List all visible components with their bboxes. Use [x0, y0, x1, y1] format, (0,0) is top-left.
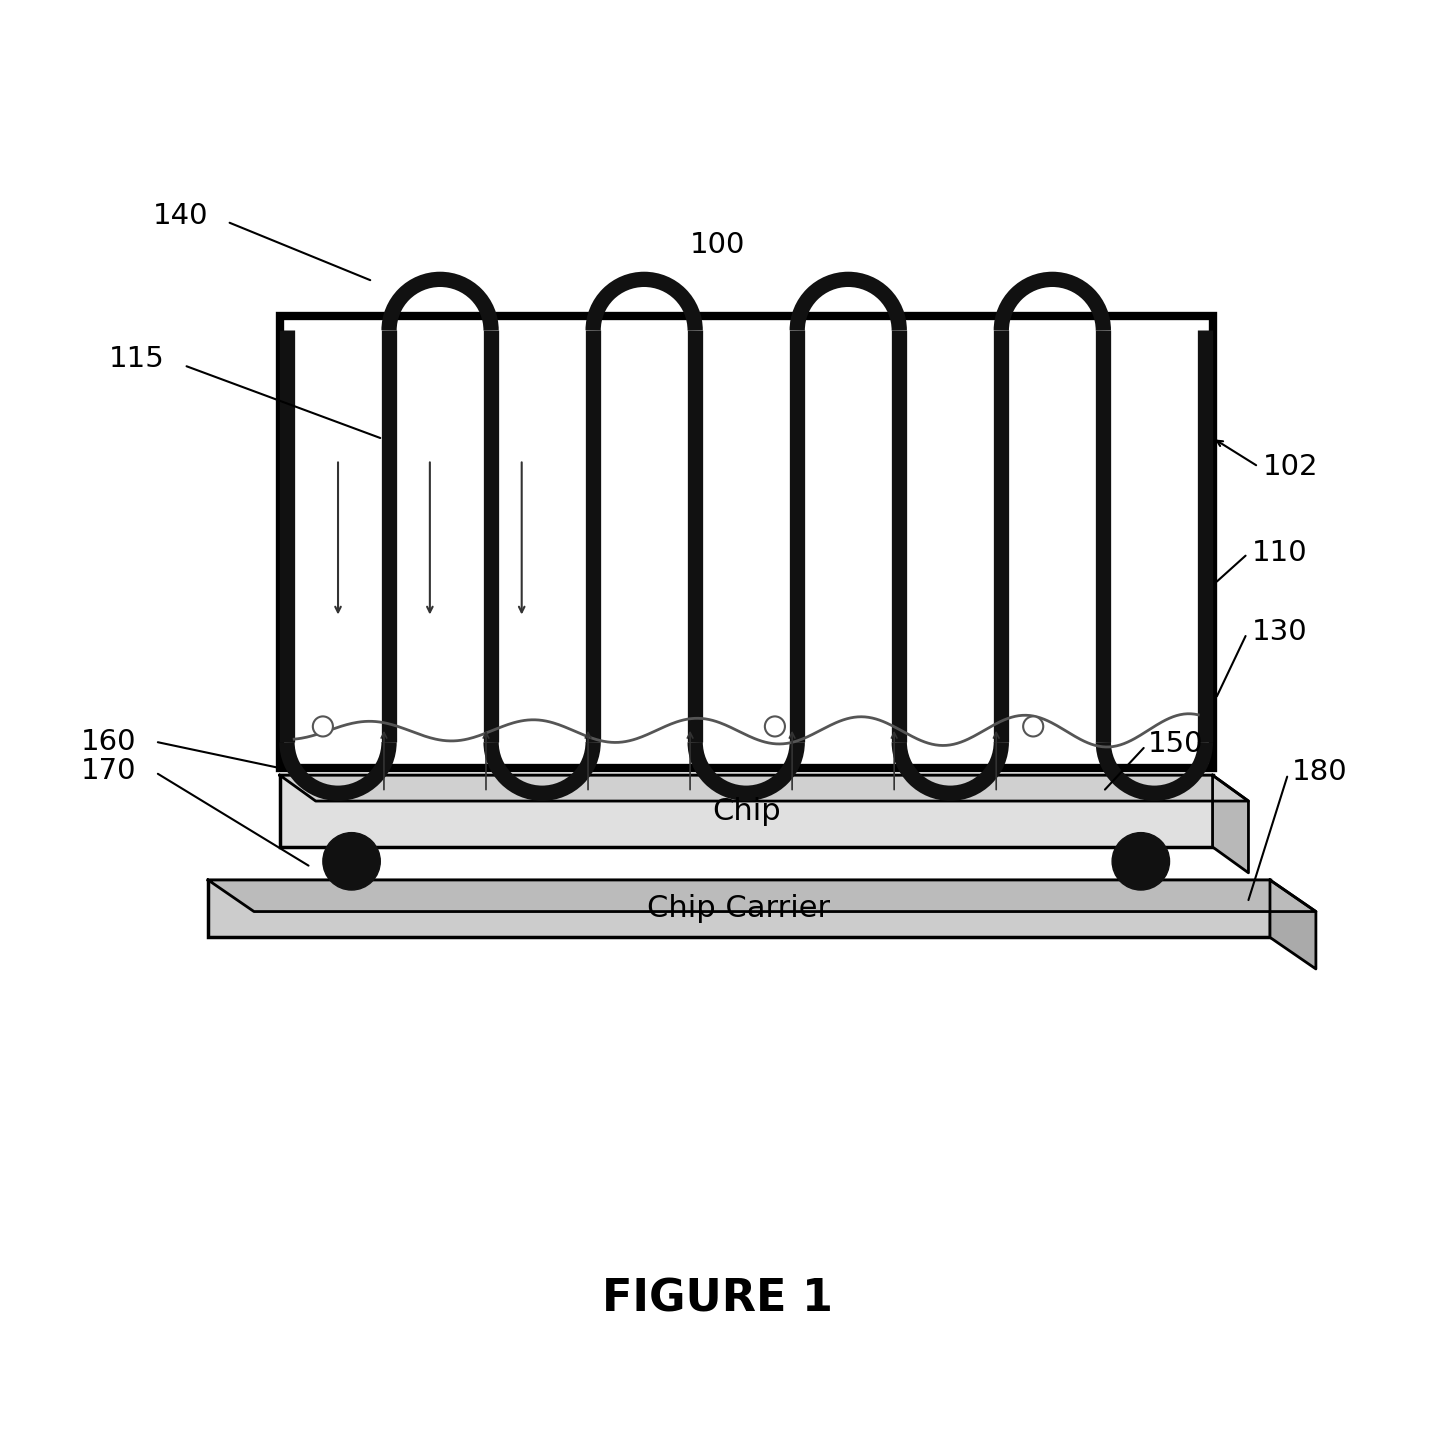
Circle shape — [1023, 716, 1043, 737]
Text: 170: 170 — [80, 757, 136, 784]
Text: 130: 130 — [1251, 618, 1307, 645]
Polygon shape — [208, 880, 1316, 912]
Circle shape — [323, 832, 380, 890]
Text: 102: 102 — [1263, 452, 1319, 481]
Polygon shape — [1270, 880, 1316, 969]
Circle shape — [313, 716, 333, 737]
Text: Chip Carrier: Chip Carrier — [647, 895, 831, 924]
Bar — [280, 316, 1213, 769]
Text: 160: 160 — [80, 728, 136, 757]
Polygon shape — [1213, 776, 1248, 873]
Polygon shape — [280, 776, 1248, 800]
Text: 100: 100 — [690, 231, 745, 258]
Text: 150: 150 — [1148, 729, 1204, 758]
Text: 140: 140 — [152, 202, 208, 229]
Circle shape — [1112, 832, 1170, 890]
Text: Chip: Chip — [712, 796, 781, 825]
Text: FIGURE 1: FIGURE 1 — [603, 1277, 832, 1321]
Text: 115: 115 — [109, 345, 165, 373]
Text: 110: 110 — [1251, 539, 1307, 567]
Bar — [280, 776, 1213, 847]
Text: 180: 180 — [1292, 758, 1347, 786]
Bar — [208, 880, 1270, 937]
Circle shape — [765, 716, 785, 737]
